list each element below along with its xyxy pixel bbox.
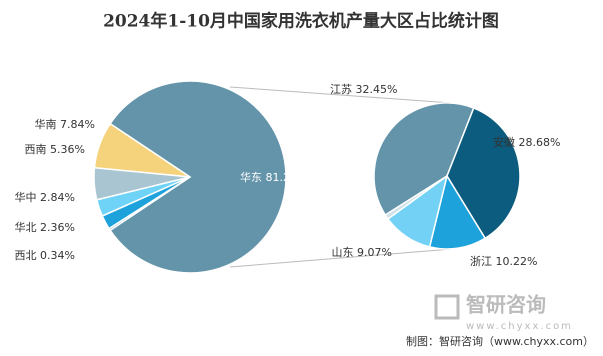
label-category: 江苏 [330,83,352,96]
watermark-name: 智研咨询 [466,293,546,317]
data-label: 西北 0.34% [15,249,75,262]
label-value: 9.07% [357,246,392,259]
data-label: 浙江 10.22% [470,255,537,268]
label-category: 西南 [25,143,47,156]
data-label: 江苏 32.45% [330,83,397,96]
label-category: 安徽 [493,135,515,149]
logo [434,294,460,320]
data-label: 山东 9.07% [332,246,392,259]
label-value: 2.36% [40,221,75,234]
label-category: 山东 [332,246,354,259]
label-value: 10.22% [496,255,538,268]
watermark-url: www.chyxx.com [466,321,573,332]
label-value: 0.34% [40,249,75,262]
label-category: 华东 [240,170,262,184]
pie-slice [108,176,191,232]
label-value: 7.84% [60,118,95,131]
label-value: 81.26% [266,171,308,184]
pie-slice [109,80,287,274]
label-category: 华中 [15,190,37,204]
data-label: 华北 2.36% [15,220,75,234]
label-value: 28.68% [519,136,561,149]
label-value: 5.36% [50,143,85,156]
data-label: 华南 7.84% [35,117,95,131]
label-category: 华北 [15,220,37,234]
connector-line [229,86,453,104]
watermark: 智研咨询 www.chyxx.com [434,293,573,332]
pie-slice [373,102,475,217]
label-category: 西北 [15,249,37,262]
data-label: 西南 5.36% [25,143,85,156]
data-label: 安徽 28.68% [493,135,560,149]
data-label: 华中 2.84% [15,190,75,204]
data-label: 华东 81.26% [240,170,307,184]
label-value: 32.45% [356,83,398,96]
pie-slice [384,175,448,220]
label-category: 浙江 [470,255,492,268]
pie-slice [428,174,487,250]
connector-line [229,248,453,268]
label-value: 2.84% [40,191,75,204]
label-category: 华南 [35,117,57,131]
chart-title: 2024年1-10月中国家用洗衣机产量大区占比统计图 [103,11,499,32]
source: 制图：智研咨询（www.chyxx.com） [406,334,594,348]
